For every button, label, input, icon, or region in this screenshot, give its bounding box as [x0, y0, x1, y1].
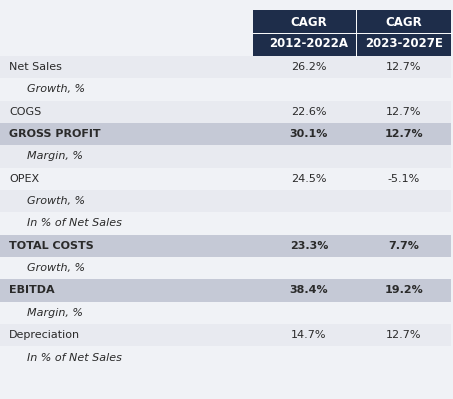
- Text: 24.5%: 24.5%: [291, 174, 327, 184]
- Text: CAGR: CAGR: [385, 16, 422, 29]
- Text: 12.7%: 12.7%: [386, 107, 421, 117]
- Text: In % of Net Sales: In % of Net Sales: [27, 218, 122, 229]
- FancyBboxPatch shape: [0, 101, 451, 123]
- Text: GROSS PROFIT: GROSS PROFIT: [9, 129, 101, 139]
- FancyBboxPatch shape: [0, 324, 451, 346]
- Text: Margin, %: Margin, %: [27, 308, 83, 318]
- Text: CAGR: CAGR: [290, 16, 327, 29]
- Text: 12.7%: 12.7%: [386, 330, 421, 340]
- Text: Net Sales: Net Sales: [9, 62, 62, 72]
- Text: 19.2%: 19.2%: [384, 285, 423, 296]
- FancyBboxPatch shape: [0, 190, 451, 212]
- Text: EBITDA: EBITDA: [9, 285, 55, 296]
- Text: 2023-2027E: 2023-2027E: [365, 37, 443, 49]
- Text: 12.7%: 12.7%: [386, 62, 421, 72]
- Text: COGS: COGS: [9, 107, 41, 117]
- Text: 30.1%: 30.1%: [290, 129, 328, 139]
- FancyBboxPatch shape: [0, 346, 451, 369]
- FancyBboxPatch shape: [0, 145, 451, 168]
- FancyBboxPatch shape: [0, 78, 451, 101]
- Text: 23.3%: 23.3%: [290, 241, 328, 251]
- Text: In % of Net Sales: In % of Net Sales: [27, 352, 122, 363]
- Text: TOTAL COSTS: TOTAL COSTS: [9, 241, 94, 251]
- FancyBboxPatch shape: [0, 212, 451, 235]
- FancyBboxPatch shape: [0, 123, 451, 145]
- FancyBboxPatch shape: [0, 235, 451, 257]
- FancyBboxPatch shape: [0, 302, 451, 324]
- Text: Depreciation: Depreciation: [9, 330, 80, 340]
- Text: Growth, %: Growth, %: [27, 263, 85, 273]
- Text: 12.7%: 12.7%: [384, 129, 423, 139]
- Text: 38.4%: 38.4%: [289, 285, 328, 296]
- Text: 22.6%: 22.6%: [291, 107, 327, 117]
- FancyBboxPatch shape: [0, 279, 451, 302]
- FancyBboxPatch shape: [0, 56, 451, 78]
- Text: Margin, %: Margin, %: [27, 151, 83, 162]
- Text: Growth, %: Growth, %: [27, 84, 85, 95]
- Text: -5.1%: -5.1%: [387, 174, 419, 184]
- Text: OPEX: OPEX: [9, 174, 39, 184]
- Text: 2012-2022A: 2012-2022A: [270, 37, 348, 49]
- Text: 14.7%: 14.7%: [291, 330, 327, 340]
- FancyBboxPatch shape: [0, 168, 451, 190]
- Text: Growth, %: Growth, %: [27, 196, 85, 206]
- FancyBboxPatch shape: [252, 10, 451, 56]
- Text: 7.7%: 7.7%: [388, 241, 419, 251]
- Text: 26.2%: 26.2%: [291, 62, 327, 72]
- FancyBboxPatch shape: [0, 257, 451, 279]
